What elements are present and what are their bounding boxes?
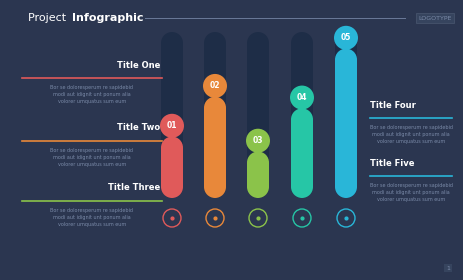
Text: 05: 05 [341, 33, 351, 42]
Text: Project: Project [28, 13, 69, 23]
Text: Bor se doloresperum re sapidebid
modi aut idignit unt ponum alia
volorer umquatu: Bor se doloresperum re sapidebid modi au… [50, 148, 133, 167]
Text: LOGOTYPE: LOGOTYPE [418, 15, 452, 20]
Text: 03: 03 [253, 136, 263, 145]
Bar [204, 108, 226, 187]
Circle shape [161, 32, 183, 54]
Circle shape [246, 129, 270, 153]
Bar [247, 43, 269, 187]
Circle shape [335, 176, 357, 198]
Text: Bor se doloresperum re sapidebid
modi aut idignit unt ponum alia
volorer umquatu: Bor se doloresperum re sapidebid modi au… [50, 85, 133, 104]
Circle shape [161, 176, 183, 198]
Text: Title One: Title One [117, 60, 160, 69]
Circle shape [160, 114, 184, 138]
Text: 02: 02 [210, 81, 220, 90]
Circle shape [335, 32, 357, 54]
Circle shape [290, 86, 314, 109]
Circle shape [203, 74, 227, 98]
Bar [335, 60, 357, 187]
Circle shape [247, 151, 269, 174]
Circle shape [204, 176, 226, 198]
Bar [247, 162, 269, 187]
Circle shape [335, 176, 357, 198]
Text: Title Five: Title Five [370, 158, 414, 167]
Bar [335, 43, 357, 187]
Text: Bor se doloresperum re sapidebid
modi aut idignit unt ponum alia
volorer umquatu: Bor se doloresperum re sapidebid modi au… [369, 125, 452, 144]
Text: Infographic: Infographic [72, 13, 144, 23]
Bar [291, 43, 313, 187]
Bar [204, 43, 226, 187]
Circle shape [291, 108, 313, 130]
Text: Title Four: Title Four [370, 101, 416, 109]
Text: Bor se doloresperum re sapidebid
modi aut idignit unt ponum alia
volorer umquatu: Bor se doloresperum re sapidebid modi au… [369, 183, 452, 202]
Circle shape [204, 97, 226, 119]
Circle shape [335, 49, 357, 71]
Text: 04: 04 [297, 93, 307, 102]
Circle shape [334, 26, 358, 50]
Circle shape [291, 176, 313, 198]
Text: 01: 01 [167, 121, 177, 130]
Circle shape [204, 32, 226, 54]
Circle shape [161, 137, 183, 158]
Circle shape [291, 32, 313, 54]
Circle shape [204, 176, 226, 198]
Circle shape [247, 176, 269, 198]
Text: Title Two: Title Two [117, 123, 160, 132]
Circle shape [247, 176, 269, 198]
Text: Title Three: Title Three [108, 183, 160, 193]
Circle shape [161, 176, 183, 198]
Text: 1: 1 [446, 265, 450, 270]
Bar [161, 148, 183, 187]
Bar [291, 119, 313, 187]
Circle shape [247, 32, 269, 54]
Text: Bor se doloresperum re sapidebid
modi aut idignit unt ponum alia
volorer umquatu: Bor se doloresperum re sapidebid modi au… [50, 208, 133, 227]
Circle shape [291, 176, 313, 198]
Bar [161, 43, 183, 187]
